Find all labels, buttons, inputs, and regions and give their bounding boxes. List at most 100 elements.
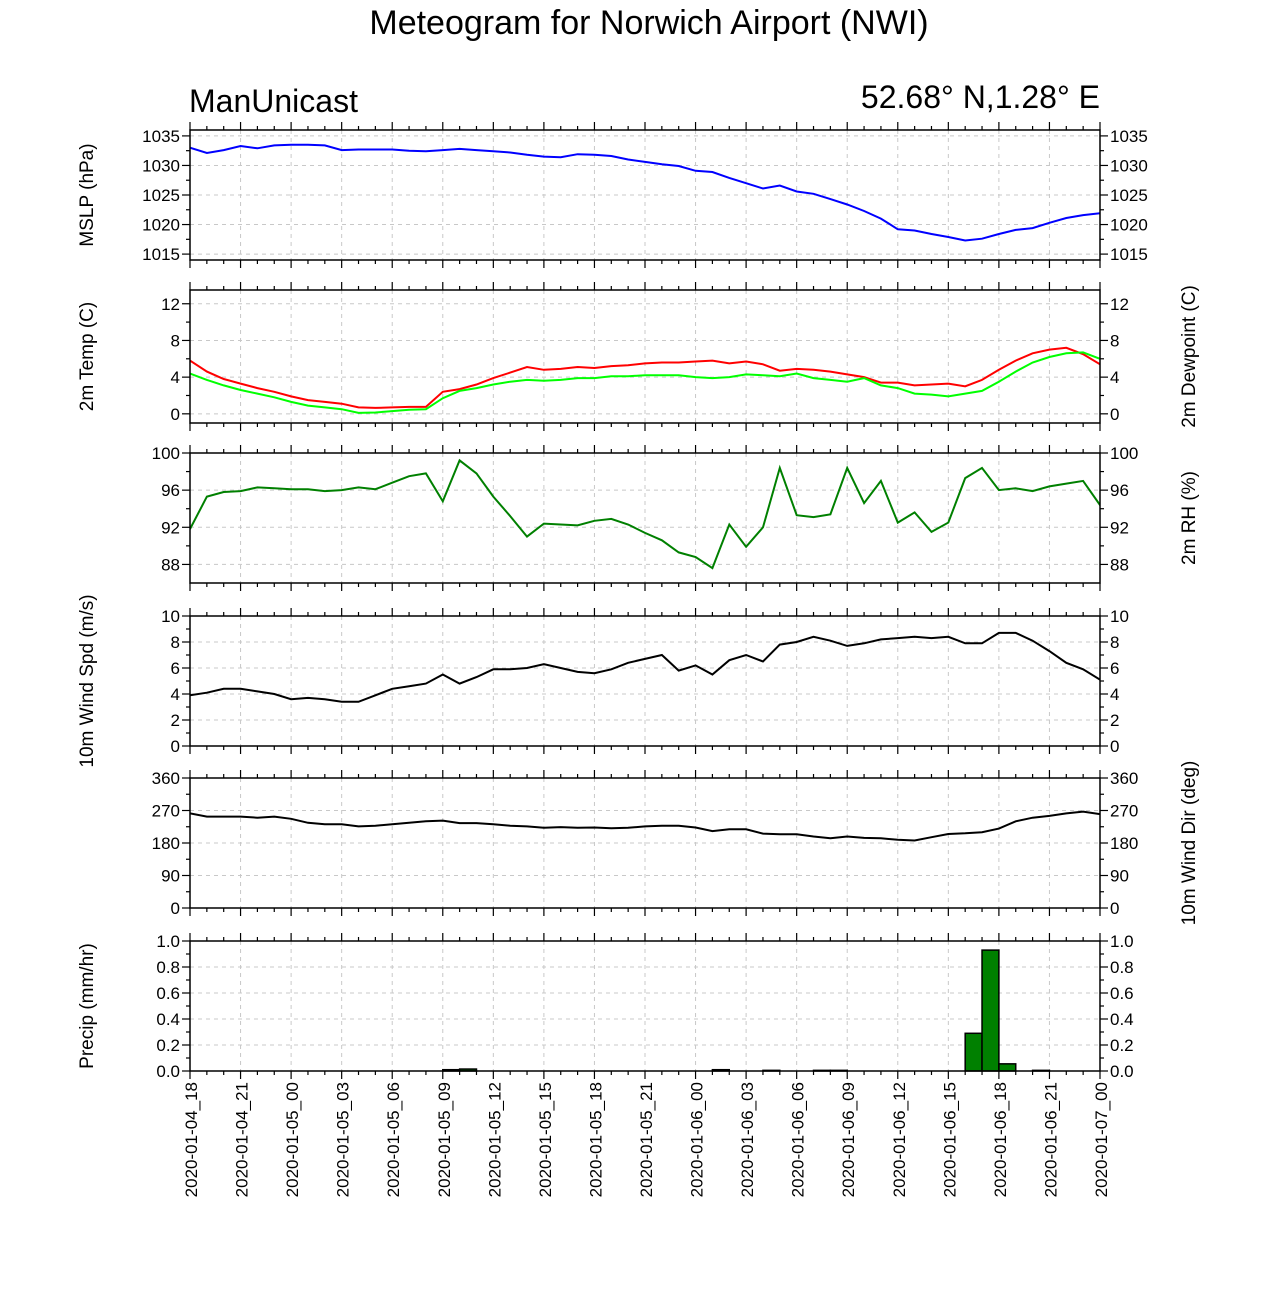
x-tick-label: 2020-01-05_12 xyxy=(485,1082,504,1197)
y-tick-label-right: 360 xyxy=(1110,769,1138,788)
precip-bar xyxy=(998,1063,1017,1072)
y-tick-label-right: 1025 xyxy=(1110,186,1148,205)
x-tick-label: 2020-01-05_00 xyxy=(283,1082,302,1197)
panel-frame xyxy=(189,940,1101,1072)
y-axis-label-right: 2m Dewpoint (C) xyxy=(1179,285,1200,428)
y-tick-label-right: 180 xyxy=(1110,834,1138,853)
y-tick-label: 1030 xyxy=(142,156,180,175)
y-tick-label: 270 xyxy=(152,802,180,821)
panel-rh: 88 88 92 92 96 96 100 100 2m RH (%) xyxy=(152,444,1200,591)
x-tick-label: 2020-01-06_12 xyxy=(890,1082,909,1197)
y-axis-label-left: 10m Wind Spd (m/s) xyxy=(77,594,98,767)
y-tick-label-right: 270 xyxy=(1110,802,1138,821)
x-tick-label: 2020-01-07_00 xyxy=(1092,1082,1111,1197)
y-tick-label-right: 0 xyxy=(1110,737,1119,756)
y-axis-label-right: 10m Wind Dir (deg) xyxy=(1179,761,1200,926)
y-tick-label: 180 xyxy=(152,834,180,853)
y-tick-label-right: 88 xyxy=(1110,555,1129,574)
y-tick-label-right: 6 xyxy=(1110,659,1119,678)
y-tick-label-right: 0.2 xyxy=(1110,1036,1134,1055)
series-line-temp-1 xyxy=(190,351,1100,414)
y-tick-label-right: 8 xyxy=(1110,633,1119,652)
y-tick-label-right: 10 xyxy=(1110,607,1129,626)
chart-title: Meteogram for Norwich Airport (NWI) xyxy=(369,4,928,42)
y-tick-label-right: 0.6 xyxy=(1110,984,1134,1003)
panel-frame xyxy=(189,615,1101,747)
x-tick-label: 2020-01-06_06 xyxy=(789,1082,808,1197)
x-tick-label: 2020-01-05_21 xyxy=(637,1082,656,1197)
series-line-temp-0 xyxy=(190,346,1100,409)
y-tick-label: 90 xyxy=(161,867,180,886)
y-tick-label-right: 1020 xyxy=(1110,216,1148,235)
y-tick-label: 4 xyxy=(171,368,180,387)
y-tick-label-right: 1030 xyxy=(1110,156,1148,175)
y-tick-label: 92 xyxy=(161,518,180,537)
y-tick-label-right: 2 xyxy=(1110,711,1119,730)
y-tick-label-right: 4 xyxy=(1110,685,1119,704)
y-tick-label: 0 xyxy=(171,899,180,918)
y-tick-label-right: 0.0 xyxy=(1110,1062,1134,1081)
y-tick-label: 1035 xyxy=(142,127,180,146)
y-tick-label: 0.2 xyxy=(156,1036,180,1055)
y-tick-label-right: 100 xyxy=(1110,444,1138,463)
y-tick-label-right: 0.8 xyxy=(1110,958,1134,977)
y-tick-label: 0.8 xyxy=(156,958,180,977)
series-line-wdir-0 xyxy=(190,810,1100,842)
y-tick-label: 8 xyxy=(171,331,180,350)
x-axis: 2020-01-04_18 2020-01-04_21 2020-01-05_00 2… xyxy=(182,1082,1111,1197)
y-tick-label: 0.6 xyxy=(156,984,180,1003)
chart-subtitle-left: ManUnicast xyxy=(189,83,358,119)
y-tick-label-right: 8 xyxy=(1110,331,1119,350)
y-axis-label-right: 2m RH (%) xyxy=(1179,471,1200,565)
panel-precip: 0.0 0.0 0.2 0.2 0.4 0.4 0.6 0.6 0.8 0.8 1.0 1.0 Prec… xyxy=(77,932,1134,1081)
x-tick-label: 2020-01-06_21 xyxy=(1041,1082,1060,1197)
y-tick-label: 1020 xyxy=(142,216,180,235)
x-tick-label: 2020-01-04_21 xyxy=(233,1082,252,1197)
y-tick-label-right: 1.0 xyxy=(1110,932,1134,951)
y-tick-label: 10 xyxy=(161,607,180,626)
panel-temp: 0 0 4 4 8 8 12 12 2m Temp (C) 2m Dewpoint (C) xyxy=(77,282,1200,431)
y-axis-label-left: MSLP (hPa) xyxy=(77,143,98,246)
y-tick-label: 8 xyxy=(171,633,180,652)
y-tick-label-right: 4 xyxy=(1110,368,1119,387)
precip-bar xyxy=(964,1032,983,1072)
panel-frame xyxy=(189,777,1101,909)
y-tick-label: 0.0 xyxy=(156,1062,180,1081)
x-tick-label: 2020-01-05_15 xyxy=(536,1082,555,1197)
chart-subtitle-right: 52.68° N,1.28° E xyxy=(861,79,1100,115)
y-tick-label-right: 0 xyxy=(1110,405,1119,424)
y-tick-label: 0.4 xyxy=(156,1010,180,1029)
y-tick-label: 12 xyxy=(161,295,180,314)
y-tick-label: 0 xyxy=(171,737,180,756)
x-tick-label: 2020-01-06_03 xyxy=(738,1082,757,1197)
y-tick-label: 6 xyxy=(171,659,180,678)
panel-wind: 0 0 2 2 4 4 6 6 8 8 10 10 10m Wind Spd (m/s) xyxy=(77,594,1129,767)
y-tick-label-right: 0 xyxy=(1110,899,1119,918)
y-tick-label: 100 xyxy=(152,444,180,463)
y-tick-label: 1015 xyxy=(142,245,180,264)
y-tick-label-right: 0.4 xyxy=(1110,1010,1134,1029)
x-tick-label: 2020-01-06_18 xyxy=(991,1082,1010,1197)
y-tick-label-right: 90 xyxy=(1110,867,1129,886)
y-tick-label: 88 xyxy=(161,555,180,574)
y-tick-label-right: 1035 xyxy=(1110,127,1148,146)
y-tick-label: 0 xyxy=(171,405,180,424)
x-tick-label: 2020-01-06_00 xyxy=(688,1082,707,1197)
y-tick-label: 4 xyxy=(171,685,180,704)
panel-wdir: 0 0 90 90 180 180 270 270 360 360 10m Wind Dir (de… xyxy=(152,761,1200,926)
panel-frame xyxy=(189,129,1101,261)
panel-mslp: 1015 1015 1020 1020 1025 1025 1030 1030 1035 1035… xyxy=(77,122,1148,268)
y-tick-label: 2 xyxy=(171,711,180,730)
x-tick-label: 2020-01-05_09 xyxy=(435,1082,454,1197)
x-tick-label: 2020-01-05_18 xyxy=(586,1082,605,1197)
series-line-mslp-0 xyxy=(190,143,1100,242)
y-axis-label-left: Precip (mm/hr) xyxy=(77,943,98,1069)
y-tick-label: 360 xyxy=(152,769,180,788)
panel-frame xyxy=(189,289,1101,424)
y-tick-label: 96 xyxy=(161,481,180,500)
y-axis-label-left: 2m Temp (C) xyxy=(77,302,98,411)
x-tick-label: 2020-01-06_15 xyxy=(940,1082,959,1197)
y-tick-label-right: 1015 xyxy=(1110,245,1148,264)
